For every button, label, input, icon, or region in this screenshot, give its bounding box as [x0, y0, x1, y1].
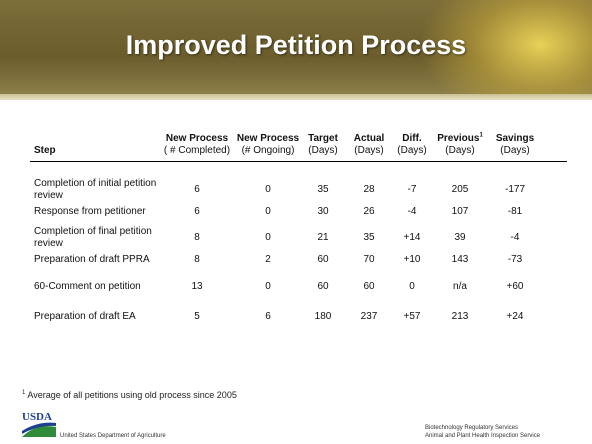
step-cell: 60-Comment on petition [34, 281, 162, 293]
column-header: Savings(Days) [490, 133, 540, 157]
table-cell: 6 [233, 311, 303, 323]
table-cell: +57 [392, 311, 432, 323]
table-cell: 60 [301, 254, 345, 266]
table-cell: 35 [347, 232, 391, 244]
step-cell: Completion of final petition review [34, 226, 162, 250]
table-cell: -7 [392, 184, 432, 196]
table-cell: 21 [301, 232, 345, 244]
table-cell: 60 [301, 281, 345, 293]
title: Improved Petition Process [0, 30, 592, 61]
footnote-text: Average of all petitions using old proce… [27, 390, 236, 400]
table-cell: 180 [301, 311, 345, 323]
table-cell: +10 [392, 254, 432, 266]
table-cell: 8 [162, 232, 232, 244]
table-cell: 0 [233, 206, 303, 218]
column-header: New Process(# Ongoing) [233, 133, 303, 157]
header-top-text: New Process [237, 133, 299, 144]
header-top-text: Savings [496, 133, 534, 144]
table-cell: n/a [435, 281, 485, 293]
footer-line: Animal and Plant Health Inspection Servi… [425, 432, 540, 440]
table-cell: 28 [347, 184, 391, 196]
agency-name: United States Department of Agriculture [60, 433, 166, 439]
header-bottom: Step [34, 145, 56, 157]
header-bottom: (Days) [392, 145, 432, 157]
step-cell: Response from petitioner [34, 206, 162, 218]
header-bottom: (Days) [490, 145, 540, 157]
header-top: Actual [347, 133, 391, 145]
header-bottom: (Days) [435, 145, 485, 157]
header-top: Savings [490, 133, 540, 145]
table-cell: -81 [490, 206, 540, 218]
table-cell: 70 [347, 254, 391, 266]
table-cell: 0 [233, 184, 303, 196]
usda-logo: USDA [22, 409, 58, 439]
table-cell: 205 [435, 184, 485, 196]
header-top: Diff. [392, 133, 432, 145]
table-cell: +24 [490, 311, 540, 323]
footnote: 1 Average of all petitions using old pro… [22, 390, 237, 400]
table-cell: 26 [347, 206, 391, 218]
header-top: Previous1 [435, 133, 485, 145]
table-cell: 8 [162, 254, 232, 266]
table-cell: 5 [162, 311, 232, 323]
column-header: Diff.(Days) [392, 133, 432, 157]
footer-right: Biotechnology Regulatory Services Animal… [425, 424, 540, 440]
header-top-text: Previous [437, 133, 479, 144]
table-cell: 13 [162, 281, 232, 293]
footnote-mark: 1 [22, 390, 25, 396]
header-bottom: ( # Completed) [162, 145, 232, 157]
table-cell: -177 [490, 184, 540, 196]
header-top [34, 133, 56, 145]
table-cell: 6 [162, 206, 232, 218]
header-top: Target [301, 133, 345, 145]
header-bottom: (Days) [347, 145, 391, 157]
header-bottom: (# Ongoing) [233, 145, 303, 157]
table-cell: +14 [392, 232, 432, 244]
step-cell: Completion of initial petition review [34, 178, 162, 202]
column-header: Actual(Days) [347, 133, 391, 157]
slide: Improved Petition Process 1 Average of a… [0, 0, 592, 444]
table-cell: 143 [435, 254, 485, 266]
table-cell: -4 [392, 206, 432, 218]
table-cell: 237 [347, 311, 391, 323]
table-cell: 35 [301, 184, 345, 196]
table-cell: 0 [233, 281, 303, 293]
table-cell: 2 [233, 254, 303, 266]
table-cell: 0 [233, 232, 303, 244]
column-header: New Process( # Completed) [162, 133, 232, 157]
table-cell: 60 [347, 281, 391, 293]
logo-text: USDA [22, 411, 52, 423]
table-cell: -4 [490, 232, 540, 244]
header-bottom: (Days) [301, 145, 345, 157]
header-top-text: Target [308, 133, 338, 144]
table-cell: 107 [435, 206, 485, 218]
header-rule [30, 161, 567, 162]
header-top: New Process [162, 133, 232, 145]
table-cell: 0 [392, 281, 432, 293]
logo-swoosh [22, 426, 56, 437]
step-cell: Preparation of draft PPRA [34, 254, 162, 266]
header-top-text: Diff. [402, 133, 421, 144]
table-cell: 213 [435, 311, 485, 323]
column-header: Previous1(Days) [435, 133, 485, 157]
header-top: New Process [233, 133, 303, 145]
header-top-text: Actual [354, 133, 385, 144]
banner-band [0, 94, 592, 100]
header-top-text: New Process [166, 133, 228, 144]
footer-line: Biotechnology Regulatory Services [425, 424, 540, 432]
table-cell: 30 [301, 206, 345, 218]
column-header: Target(Days) [301, 133, 345, 157]
step-cell: Preparation of draft EA [34, 311, 162, 323]
table-cell: -73 [490, 254, 540, 266]
column-header: Step [34, 133, 56, 157]
table-cell: 39 [435, 232, 485, 244]
table-cell: 6 [162, 184, 232, 196]
table-cell: +60 [490, 281, 540, 293]
header-sup: 1 [479, 133, 482, 139]
